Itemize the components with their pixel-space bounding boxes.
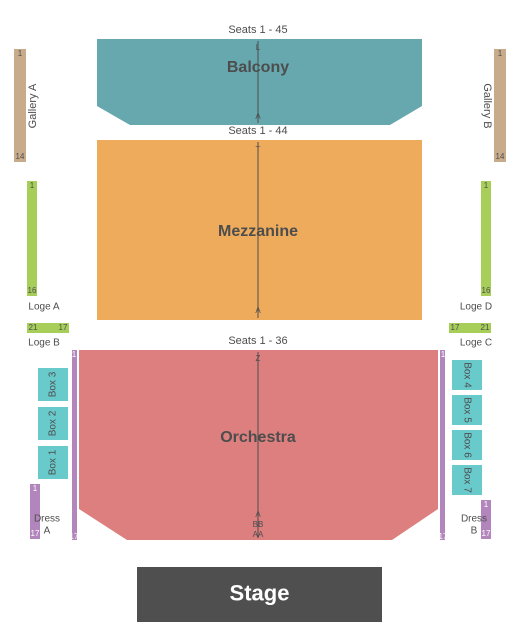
dress-a-label: Dress — [34, 514, 60, 525]
box-1-label: Box 1 — [48, 449, 59, 475]
seat-num: 1 — [18, 49, 23, 58]
seat-num: 17 — [59, 323, 68, 332]
row-label: L — [256, 43, 261, 52]
seat-num: 17 — [482, 529, 491, 538]
strip-right[interactable] — [440, 350, 445, 540]
box-6-label: Box 6 — [461, 432, 472, 458]
seat-num: 1 — [33, 484, 38, 493]
row-label: A — [255, 306, 261, 315]
seat-num: 1 — [441, 350, 446, 359]
seat-num: 1 — [484, 500, 489, 509]
seat-num: 1 — [484, 181, 489, 190]
dress-b-label: Dress — [461, 514, 487, 525]
mezzanine-label: Mezzanine — [218, 223, 298, 240]
seat-num: 17 — [439, 532, 448, 541]
seat-num: 16 — [28, 286, 37, 295]
seat-num: 17 — [70, 532, 79, 541]
loge-b-label: Loge B — [28, 338, 60, 349]
seat-num: 21 — [29, 323, 38, 332]
loge-a[interactable] — [27, 181, 37, 296]
gallery-a[interactable] — [14, 49, 26, 162]
seat-num: 17 — [451, 323, 460, 332]
seat-num: 1 — [72, 350, 77, 359]
seat-num: 1 — [30, 181, 35, 190]
gallery-b[interactable] — [494, 49, 506, 162]
seat-num: 21 — [481, 323, 490, 332]
row-label: A — [255, 112, 261, 121]
seat-num: 16 — [482, 286, 491, 295]
loge-a-label: Loge A — [28, 302, 59, 313]
row-label: T — [256, 145, 261, 154]
box-5-label: Box 5 — [461, 397, 472, 423]
row-label: A — [255, 510, 261, 519]
seats-range: Seats 1 - 45 — [228, 24, 287, 36]
loge-d-label: Loge D — [460, 302, 492, 313]
box-2-label: Box 2 — [48, 410, 59, 436]
seat-num: 1 — [498, 49, 503, 58]
box-3-label: Box 3 — [48, 371, 59, 397]
seat-num: 17 — [31, 529, 40, 538]
row-label: AA — [253, 530, 264, 539]
row-label: Z — [256, 354, 261, 363]
loge-d[interactable] — [481, 181, 491, 296]
dress-a-label2: A — [44, 526, 51, 537]
row-label: BB — [253, 520, 264, 529]
orchestra-label: Orchestra — [220, 429, 296, 446]
seating-chart: Balcony L A Seats 1 - 45 Mezzanine T A Seats 1 … — [0, 0, 525, 636]
seats-range: Seats 1 - 36 — [228, 335, 287, 347]
strip-left[interactable] — [72, 350, 77, 540]
box-7-label: Box 7 — [461, 467, 472, 493]
stage-label: Stage — [230, 580, 290, 605]
box-4-label: Box 4 — [461, 362, 472, 388]
gallery-a-label: Gallery A — [27, 83, 39, 128]
seats-range: Seats 1 - 44 — [228, 125, 287, 137]
balcony-label: Balcony — [227, 59, 289, 76]
seat-num: 14 — [16, 152, 25, 161]
loge-c-label: Loge C — [460, 338, 492, 349]
dress-b-label2: B — [471, 526, 478, 537]
gallery-b-label: Gallery B — [481, 83, 493, 128]
seat-num: 14 — [496, 152, 505, 161]
